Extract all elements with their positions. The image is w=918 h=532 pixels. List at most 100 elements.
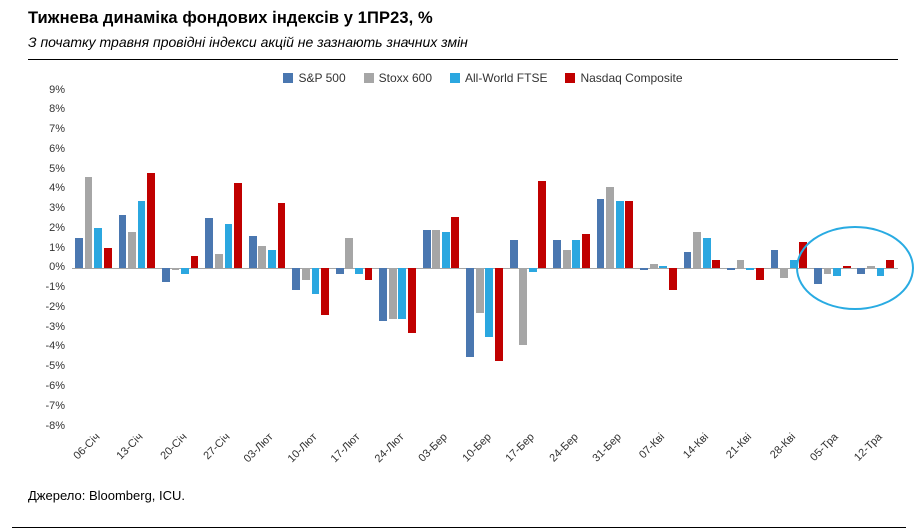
bar-s-p-500 (205, 218, 214, 268)
bar-group (681, 90, 724, 426)
x-tick-cell: 12-Тра (852, 426, 897, 488)
bar-s-p-500 (422, 230, 431, 268)
bar-stoxx-600 (736, 260, 745, 268)
chart-legend: S&P 500 Stoxx 600 All-World FTSE Nasdaq Com… (68, 68, 898, 88)
x-tick-cell: 17-Лют (329, 426, 376, 488)
bar-stoxx-600 (519, 267, 528, 345)
bar-nasdaq-composite (147, 173, 155, 268)
zero-axis-line (72, 267, 898, 269)
bar-nasdaq-composite (755, 267, 764, 280)
stock-index-chart: S&P 500 Stoxx 600 All-World FTSE Nasdaq Com… (28, 68, 914, 488)
bar-all-world-ftse (224, 224, 233, 268)
bar-group (594, 90, 637, 426)
bar-nasdaq-composite (234, 182, 242, 268)
x-tick-cell: 17-Бер (503, 426, 550, 488)
x-tick-label: 10-Лют (285, 431, 320, 466)
bar-nasdaq-composite (321, 267, 329, 316)
page-subtitle: З початку травня провідні індекси акцій … (28, 34, 468, 50)
bar-s-p-500 (770, 250, 779, 268)
chart-body: 9% 8% 7% 6% 5% 4% 3% 2% 1% 0% -1% -2% -3% -4% -5% -6% -7… (28, 84, 914, 488)
legend-label: All-World FTSE (465, 71, 548, 85)
bar-s-p-500 (553, 240, 561, 268)
bar-s-p-500 (248, 236, 257, 268)
bar-stoxx-600 (171, 267, 180, 270)
x-tick-label: 05-Тра (808, 431, 842, 464)
y-tick-label: -7% (45, 399, 65, 412)
bar-group (202, 90, 245, 426)
bar-nasdaq-composite (451, 216, 460, 268)
bar-nasdaq-composite (103, 248, 112, 268)
bar-stoxx-600 (606, 186, 615, 268)
y-tick-label: 1% (49, 241, 65, 254)
bar-stoxx-600 (345, 238, 354, 268)
x-tick-cell: 24-Лют (372, 426, 419, 488)
x-tick-cell: 06-Січ (71, 426, 115, 488)
legend-item: S&P 500 (283, 71, 346, 85)
bar-s-p-500 (379, 267, 388, 322)
legend-swatch (450, 73, 460, 83)
bar-nasdaq-composite (581, 234, 590, 268)
x-tick-cell: 14-Кві (681, 426, 724, 488)
x-tick-label: 24-Бер (546, 431, 581, 465)
bar-stoxx-600 (215, 254, 223, 268)
x-tick-label: 14-Кві (680, 431, 711, 462)
legend-label: Nasdaq Composite (580, 71, 683, 85)
bar-all-world-ftse (659, 265, 668, 268)
bar-nasdaq-composite (625, 200, 634, 268)
y-tick-label: 5% (49, 162, 65, 175)
legend-label: S&P 500 (298, 71, 346, 85)
bar-s-p-500 (466, 267, 475, 357)
x-tick-label: 24-Лют (372, 431, 407, 466)
source-note: Джерело: Bloomberg, ICU. (28, 488, 186, 503)
bar-group (72, 90, 115, 426)
bar-nasdaq-composite (277, 202, 286, 268)
y-tick-label: -8% (45, 419, 65, 432)
bar-all-world-ftse (268, 250, 276, 268)
legend-item: Nasdaq Composite (565, 71, 683, 85)
x-tick-cell: 05-Тра (808, 426, 854, 488)
bar-s-p-500 (727, 267, 735, 270)
bar-stoxx-600 (128, 232, 136, 268)
x-tick-cell: 27-Січ (201, 426, 245, 488)
x-tick-label: 28-Кві (767, 431, 798, 462)
bar-nasdaq-composite (364, 267, 373, 280)
x-tick-cell: 10-Бер (459, 426, 506, 488)
x-tick-cell: 03-Лют (242, 426, 289, 488)
x-tick-label: 21-Кві (724, 431, 755, 462)
plot-wrap: 06-Січ 13-Січ 20-Січ 27-Січ 03-Лют 10-Лют 17-Л… (71, 90, 914, 488)
bar-stoxx-600 (780, 267, 788, 278)
bar-group (507, 90, 550, 426)
y-tick-label: -6% (45, 379, 65, 392)
bar-all-world-ftse (311, 267, 320, 294)
x-tick-label: 13-Січ (114, 431, 146, 463)
bar-nasdaq-composite (538, 180, 547, 268)
x-tick-label: 10-Бер (459, 431, 494, 465)
bar-s-p-500 (118, 214, 127, 268)
bar-group (420, 90, 463, 426)
bar-group (333, 90, 376, 426)
bar-all-world-ftse (485, 267, 494, 338)
bar-nasdaq-composite (494, 267, 503, 361)
bar-all-world-ftse (181, 267, 189, 274)
x-tick-label: 17-Бер (503, 431, 537, 465)
y-axis-labels: 9% 8% 7% 6% 5% 4% 3% 2% 1% 0% -1% -2% -3% -4% -5% -6% -7… (28, 84, 72, 432)
x-tick-label: 03-Лют (242, 431, 277, 466)
legend-label: Stoxx 600 (378, 71, 432, 85)
bar-group (637, 90, 680, 426)
bar-s-p-500 (640, 267, 648, 270)
bar-group (246, 90, 289, 426)
bar-stoxx-600 (649, 263, 658, 268)
x-tick-cell: 10-Лют (285, 426, 332, 488)
bar-all-world-ftse (789, 260, 798, 268)
bar-s-p-500 (335, 267, 344, 274)
x-tick-cell: 07-Кві (637, 426, 680, 488)
bar-stoxx-600 (84, 176, 93, 268)
bar-group (376, 90, 419, 426)
x-tick-cell: 21-Кві (724, 426, 767, 488)
bar-all-world-ftse (528, 267, 537, 272)
bar-stoxx-600 (432, 230, 441, 268)
bar-stoxx-600 (388, 267, 397, 320)
x-tick-label: 07-Кві (637, 431, 668, 462)
x-tick-cell: 24-Бер (546, 426, 593, 488)
